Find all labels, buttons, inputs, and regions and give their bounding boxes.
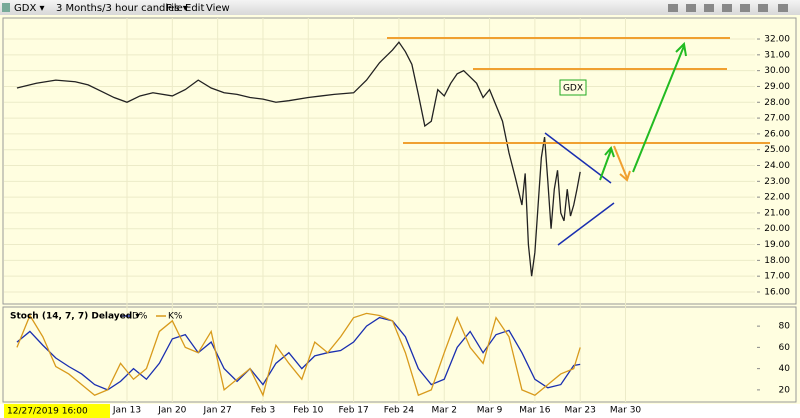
date-label: 12/27/2019 16:00 [7, 407, 88, 417]
grid: 16.00 17.00 18.00 19.00 20.00 21.00 22.00 23.00… [4, 18, 790, 416]
y-tick-label: 18.00 [764, 256, 790, 266]
y-tick-label: 31.00 [764, 50, 790, 60]
arrow-up-small [599, 146, 615, 181]
y-tick-label: 40 [779, 364, 791, 374]
x-tick-label: Feb 24 [384, 406, 415, 416]
x-tick-label: Mar 2 [431, 406, 457, 416]
date-label-box [4, 404, 110, 418]
y-tick-label: 32.00 [764, 35, 790, 45]
price-panel [2, 17, 797, 305]
legend-label: K% [168, 312, 183, 322]
y-tick-label: 25.00 [764, 145, 790, 155]
legend-label: D% [132, 312, 148, 322]
triangle-line [557, 202, 615, 246]
stoch-panel [2, 306, 797, 403]
arrow-down [613, 145, 631, 182]
y-tick-label: 23.00 [764, 177, 790, 187]
y-tick-label: 21.00 [764, 208, 790, 218]
y-tick-label: 30.00 [764, 66, 790, 76]
menu-edit[interactable]: Edit [185, 3, 204, 14]
x-tick-label: Jan 20 [157, 406, 186, 416]
y-tick-label: 20 [779, 385, 791, 395]
series-line [16, 316, 581, 391]
y-tick-label: 22.00 [764, 193, 790, 203]
series-line [16, 41, 581, 277]
toolbar-icons[interactable] [668, 4, 788, 12]
x-tick-label: Mar 16 [519, 406, 551, 416]
period-menu[interactable]: 3 Months/3 hour candles ▾ [56, 3, 188, 14]
x-tick-label: Feb 3 [251, 406, 276, 416]
symbol-box [559, 79, 587, 96]
y-tick-label: 80 [779, 322, 791, 332]
symbol-label: GDX [563, 84, 583, 94]
y-tick-label: 29.00 [764, 82, 790, 92]
menu-view[interactable]: View [206, 3, 230, 14]
x-tick-label: Feb 10 [293, 406, 324, 416]
series-line [16, 312, 581, 398]
y-tick-label: 60 [779, 343, 791, 353]
menu-file[interactable]: File [166, 3, 183, 14]
symbol-menu[interactable]: GDX ▾ [14, 3, 45, 14]
x-tick-label: Jan 13 [112, 406, 141, 416]
y-tick-label: 16.00 [764, 287, 790, 297]
chart-background [0, 15, 800, 404]
x-tick-label: Mar 9 [477, 406, 503, 416]
annotations [387, 37, 770, 246]
x-tick-label: Jan 27 [203, 406, 232, 416]
y-tick-label: 27.00 [764, 114, 790, 124]
x-tick-label: Mar 30 [610, 406, 642, 416]
y-tick-label: 19.00 [764, 240, 790, 250]
arrow-up-large [632, 41, 687, 173]
stoch-title: Stoch (14, 7, 7) Delayed ▾ [10, 312, 140, 322]
y-tick-label: 24.00 [764, 161, 790, 171]
x-tick-label: Mar 23 [565, 406, 596, 416]
y-tick-label: 26.00 [764, 129, 790, 139]
marks: D% K% [16, 41, 581, 398]
toolbar [0, 0, 800, 15]
triangle-line [544, 132, 612, 184]
y-tick-label: 20.00 [764, 224, 790, 234]
y-tick-label: 17.00 [764, 272, 790, 282]
x-tick-label: Feb 17 [338, 406, 368, 416]
y-tick-label: 28.00 [764, 98, 790, 108]
app-icon [2, 3, 10, 12]
